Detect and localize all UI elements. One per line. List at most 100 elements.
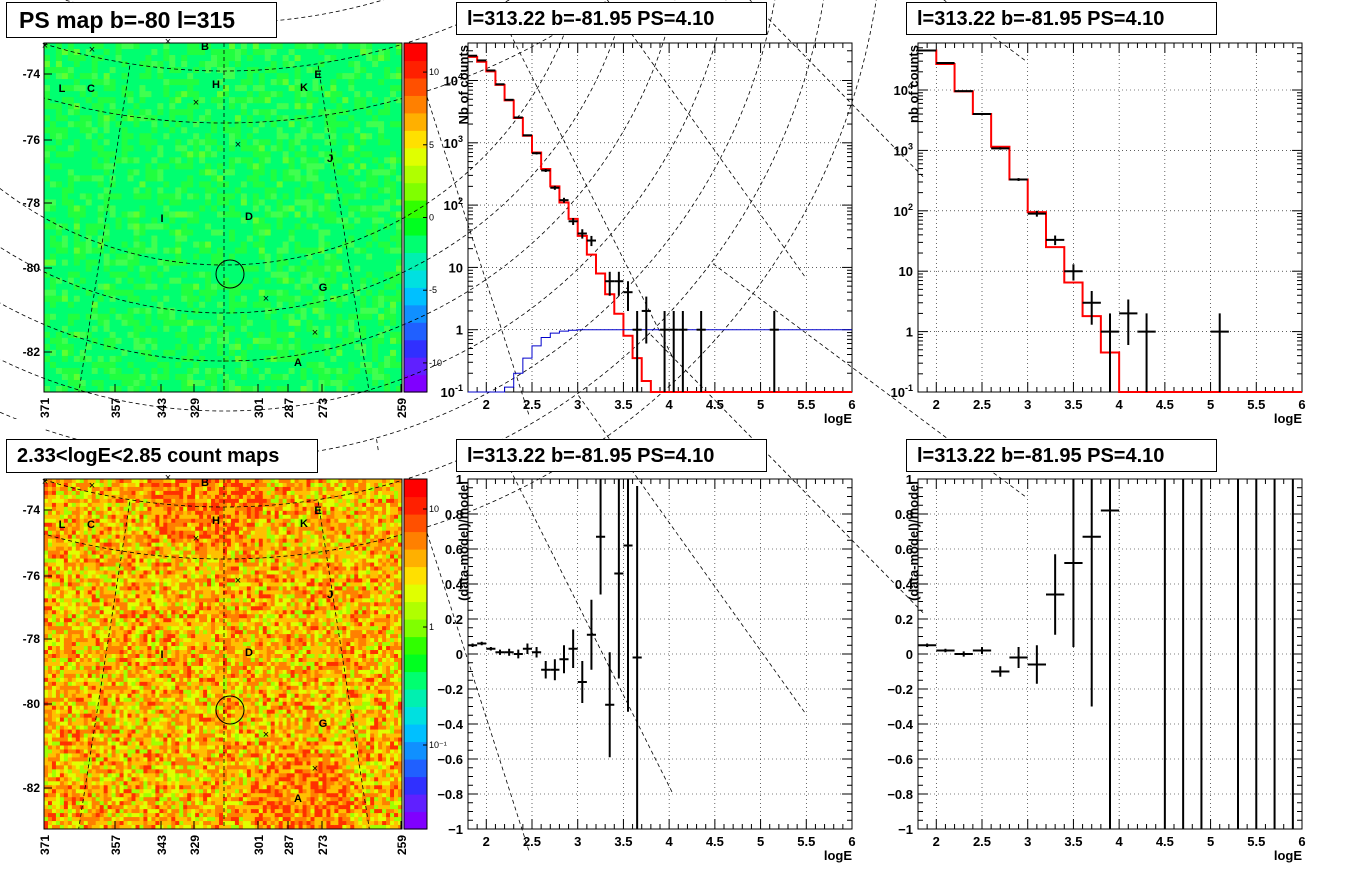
xtick-label: 3.5	[1064, 397, 1082, 412]
data-point	[559, 197, 569, 203]
map-ytick-label: -74	[23, 67, 41, 81]
ytick-label: −1	[448, 822, 463, 837]
data-point	[1009, 178, 1028, 181]
map-ytick-label: -82	[23, 781, 41, 795]
source-label-K: K	[300, 518, 308, 530]
data-point	[669, 310, 679, 392]
color-palette: 10 5 0 -5 -10	[403, 42, 442, 393]
source-label-E: E	[314, 69, 321, 81]
plot-area	[918, 49, 1302, 393]
plot-frame	[467, 42, 853, 393]
xtick-label: 4	[1116, 397, 1124, 412]
data-point	[972, 113, 992, 116]
ytick-label: 1	[456, 472, 463, 487]
xtick-label: 3	[1024, 397, 1031, 412]
data-point	[918, 643, 937, 647]
x-axis-title: logE	[1274, 848, 1302, 863]
data-point	[1210, 313, 1229, 392]
xtick-label: 4.5	[1156, 834, 1174, 849]
map-xtick-label: 273	[316, 398, 330, 418]
source-label-D: D	[245, 647, 253, 659]
data-point	[1064, 479, 1083, 647]
data-point	[532, 152, 542, 155]
xtick-label: 5	[1207, 397, 1214, 412]
source-label-J: J	[327, 153, 333, 165]
xtick-label: 2	[933, 397, 940, 412]
data-point	[1119, 299, 1138, 345]
data-point	[541, 661, 551, 679]
palette-tick-label: 0	[429, 213, 434, 223]
data-point	[614, 479, 624, 679]
map-xtick-label: 329	[188, 398, 202, 418]
chart-grid	[918, 43, 1303, 393]
x-axis-title: logE	[824, 411, 852, 426]
chart-1: 2 2.5 3 3.5 4 4.5 5 5.5 6 10-1 1 10 102 103 104 logE nb …	[891, 42, 1306, 426]
ytick-label: 0.8	[445, 507, 463, 522]
source-label-J: J	[327, 589, 333, 601]
plot-area	[468, 54, 852, 393]
ytick-label: 102	[894, 202, 913, 219]
model-histogram	[468, 55, 852, 393]
palette-tick-label: 5	[429, 140, 434, 150]
axis-ticks	[467, 478, 853, 830]
ytick-label: 102	[444, 196, 463, 213]
map-xtick-label: 287	[282, 835, 296, 855]
data-point	[954, 651, 973, 657]
xtick-label: 4	[666, 834, 674, 849]
data-point	[568, 629, 578, 668]
map-xtick-label: 287	[282, 398, 296, 418]
ytick-label: 0.2	[895, 612, 913, 627]
xtick-label: 3	[574, 397, 581, 412]
xtick-label: 3.5	[614, 834, 632, 849]
map-x-mark: ×	[89, 480, 95, 492]
data-point	[468, 643, 478, 647]
map-xtick-label: 329	[188, 835, 202, 855]
xtick-label: 6	[1298, 397, 1305, 412]
map-x-mark: ×	[235, 575, 241, 587]
ytick-label: 103	[444, 134, 463, 151]
ytick-label: 103	[894, 141, 913, 158]
map-x-mark: ×	[42, 40, 48, 52]
xtick-label: 2	[483, 834, 490, 849]
data-point	[769, 310, 779, 392]
map-ytick-label: -78	[23, 196, 41, 210]
data-point	[678, 310, 688, 392]
target-circle	[215, 695, 245, 725]
data-point	[586, 599, 596, 670]
palette-tick-label: -10	[429, 358, 442, 368]
map-x-mark: ×	[89, 44, 95, 56]
map-x-mark: ×	[235, 139, 241, 151]
ytick-label: 10-1	[891, 383, 913, 400]
xtick-label: 2.5	[523, 834, 541, 849]
chart-0: 2 2.5 3 3.5 4 4.5 5 5.5 6 10-1 1 10 102 103 104 logE Nb …	[441, 42, 856, 426]
xtick-label: 5.5	[1247, 397, 1265, 412]
ytick-label: 0.6	[895, 542, 913, 557]
xtick-label: 5	[757, 834, 764, 849]
chart-grid	[468, 43, 853, 393]
xtick-label: 5.5	[797, 834, 815, 849]
source-label-H: H	[212, 79, 220, 91]
source-label-D: D	[245, 211, 253, 223]
map-xtick-label: 371	[38, 398, 52, 418]
data-point	[972, 647, 992, 654]
data-point	[641, 296, 651, 344]
source-label-H: H	[212, 515, 220, 527]
plot-area	[918, 479, 1294, 829]
map-ytick-label: -76	[23, 569, 41, 583]
xtick-label: 4	[1116, 834, 1124, 849]
map-xtick-label: 343	[155, 835, 169, 855]
data-point	[1064, 264, 1083, 281]
data-point	[550, 659, 560, 681]
target-circle	[215, 259, 245, 289]
ytick-label: 10	[899, 264, 913, 279]
xtick-label: 6	[848, 397, 855, 412]
map-x-mark: ×	[263, 293, 269, 305]
xtick-label: 3	[1024, 834, 1031, 849]
xtick-label: 6	[1298, 834, 1305, 849]
source-label-C: C	[87, 519, 95, 531]
axis-ticks	[917, 42, 1303, 393]
source-label-A: A	[294, 357, 302, 369]
xtick-label: 6	[848, 834, 855, 849]
xtick-label: 3.5	[1064, 834, 1082, 849]
data-point	[632, 310, 642, 392]
